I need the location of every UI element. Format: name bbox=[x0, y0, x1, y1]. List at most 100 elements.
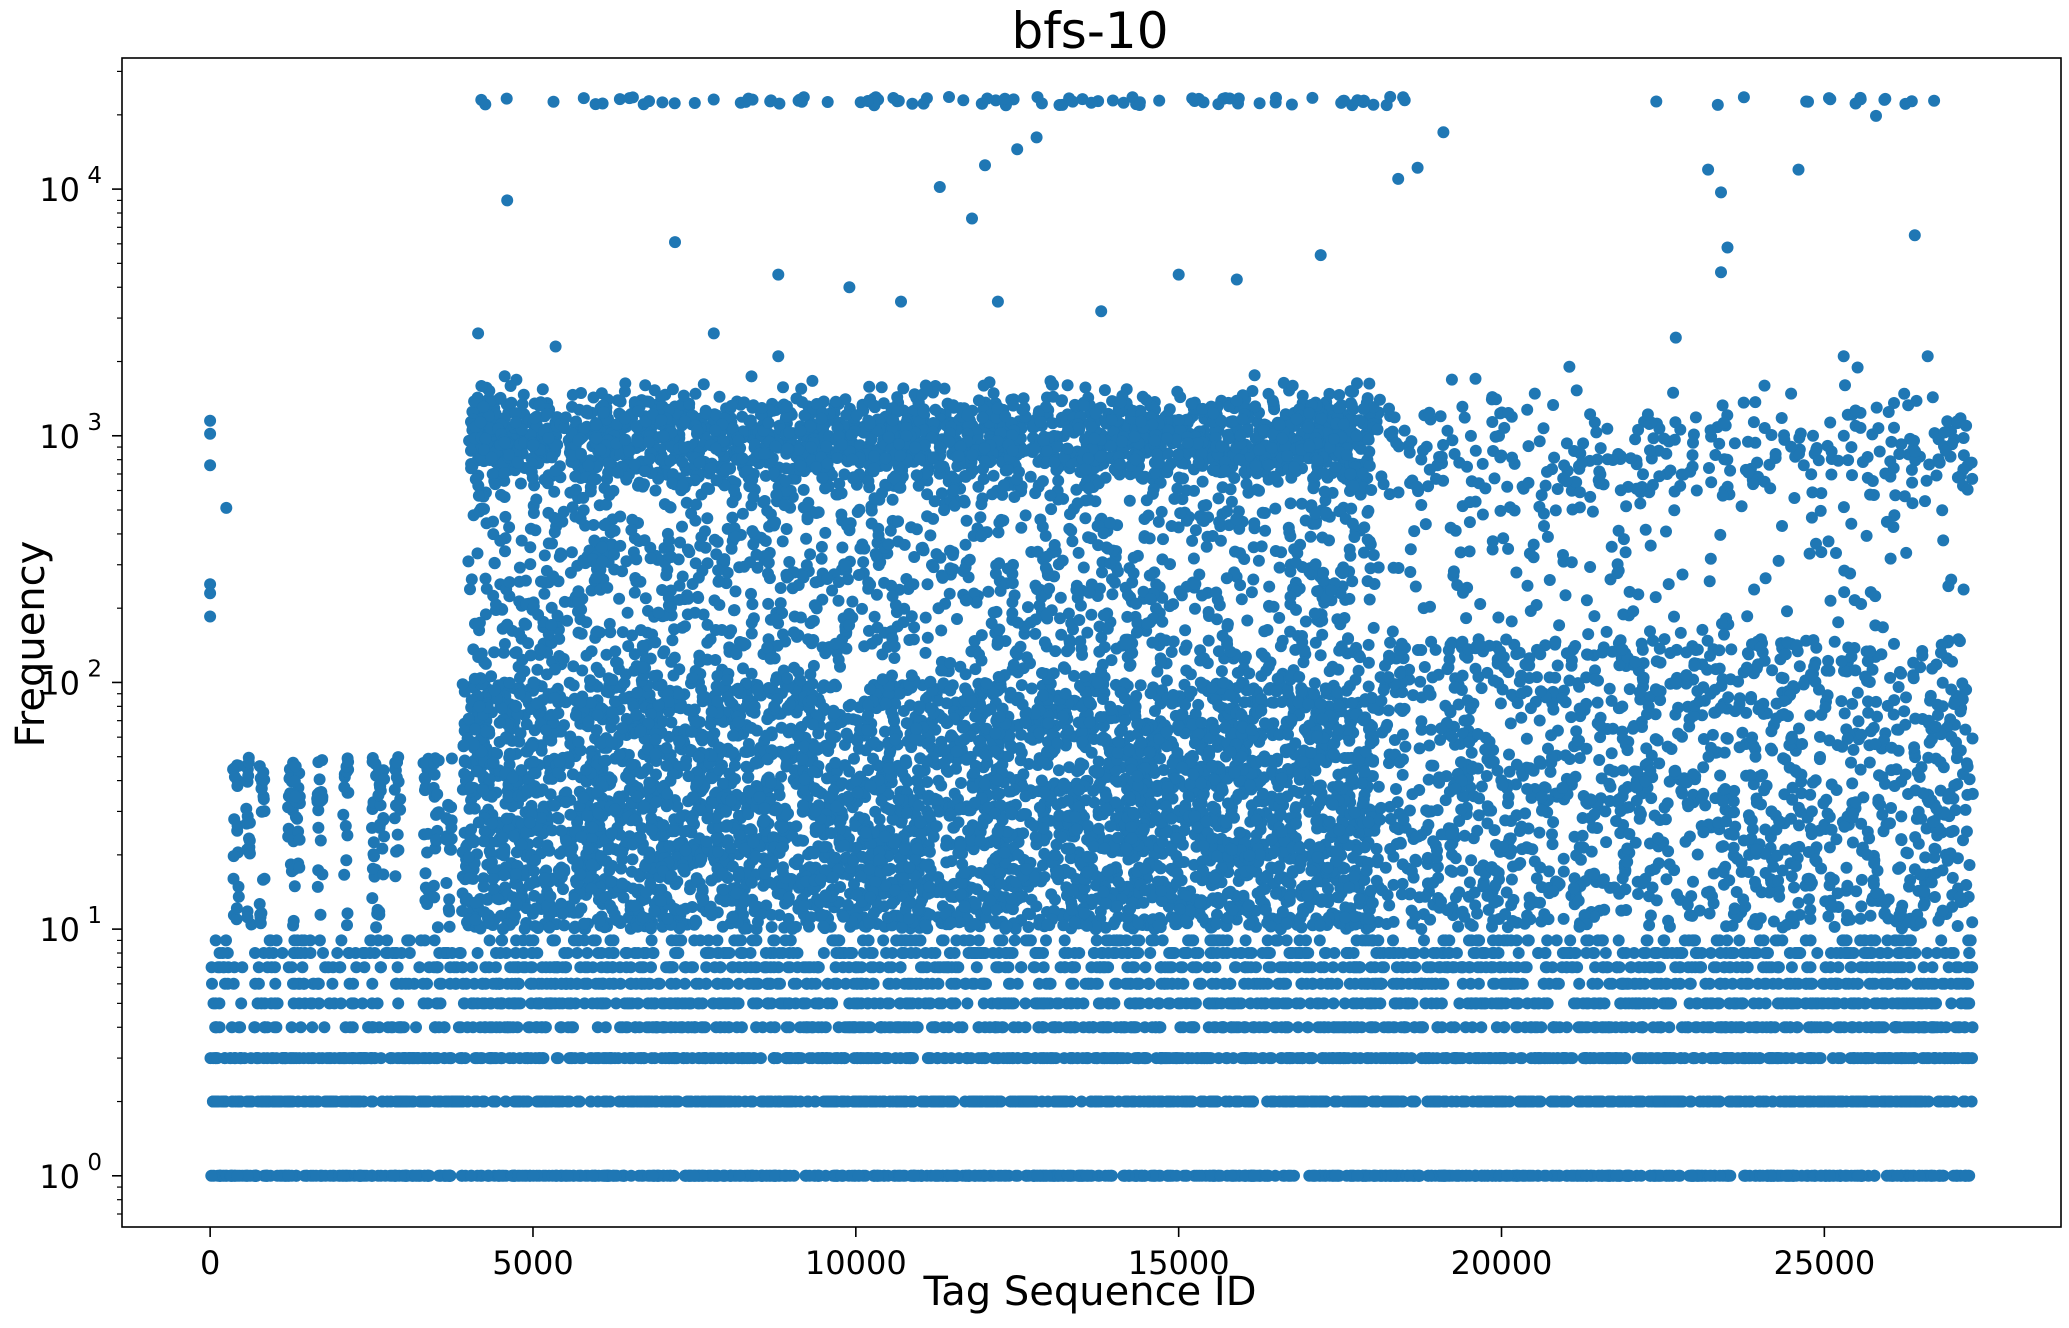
scatter-point bbox=[697, 1021, 710, 1034]
scatter-point bbox=[1531, 1095, 1544, 1108]
scatter-point bbox=[243, 816, 256, 829]
scatter-point bbox=[921, 977, 934, 990]
scatter-point bbox=[1838, 934, 1851, 947]
scatter-point bbox=[652, 977, 664, 990]
scatter-point bbox=[1052, 997, 1065, 1010]
scatter-point bbox=[579, 961, 592, 974]
scatter-point bbox=[1102, 947, 1115, 959]
scatter-point bbox=[1684, 1095, 1697, 1108]
scatter-point bbox=[1283, 1169, 1296, 1182]
scatter-point bbox=[950, 934, 963, 947]
scatter-point bbox=[337, 1169, 350, 1182]
scatter-point bbox=[1838, 1021, 1851, 1034]
scatter-point bbox=[375, 961, 387, 974]
scatter-point bbox=[694, 934, 707, 947]
scatter-point bbox=[294, 947, 307, 959]
scatter-point bbox=[1299, 961, 1312, 974]
scatter-point bbox=[409, 1169, 422, 1182]
scatter-point bbox=[289, 760, 302, 773]
scatter-point bbox=[1490, 997, 1503, 1010]
scatter-point bbox=[1747, 997, 1760, 1010]
scatter-point bbox=[747, 997, 760, 1010]
scatter-point bbox=[1374, 1052, 1387, 1065]
scatter-point bbox=[1170, 1052, 1183, 1065]
scatter-point bbox=[1138, 1169, 1151, 1182]
scatter-point bbox=[288, 880, 301, 893]
scatter-point bbox=[866, 977, 879, 990]
scatter-point bbox=[851, 1052, 863, 1065]
scatter-point bbox=[1596, 1169, 1609, 1182]
scatter-point bbox=[1130, 1021, 1143, 1034]
scatter-point bbox=[1489, 1052, 1501, 1065]
scatter-point bbox=[1148, 934, 1161, 947]
scatter-point bbox=[1512, 947, 1525, 959]
scatter-point bbox=[1407, 1095, 1420, 1108]
scatter-point bbox=[586, 1169, 599, 1182]
scatter-point bbox=[862, 1021, 875, 1034]
scatter-point bbox=[1648, 977, 1661, 990]
scatter-point bbox=[1907, 997, 1920, 1010]
scatter-point bbox=[1501, 1169, 1514, 1182]
scatter-point bbox=[1918, 1052, 1931, 1065]
scatter-point bbox=[1539, 961, 1552, 974]
scatter-point bbox=[985, 1095, 998, 1108]
scatter-point bbox=[1292, 1095, 1305, 1108]
scatter-point bbox=[1926, 977, 1938, 990]
scatter-point bbox=[1351, 1169, 1364, 1182]
scatter-point bbox=[673, 934, 686, 947]
scatter-point bbox=[1646, 961, 1659, 974]
scatter-point bbox=[1748, 947, 1761, 959]
scatter-point bbox=[296, 961, 309, 974]
scatter-point bbox=[230, 902, 243, 915]
scatter-point bbox=[1095, 997, 1108, 1010]
scatter-point bbox=[1945, 947, 1958, 959]
scatter-point bbox=[1487, 977, 1500, 990]
scatter-point bbox=[257, 1052, 270, 1065]
scatter-point bbox=[1763, 1052, 1776, 1065]
scatter-point bbox=[1263, 1052, 1276, 1065]
scatter-point bbox=[345, 1052, 358, 1065]
scatter-point bbox=[1406, 997, 1419, 1010]
scatter-point bbox=[665, 977, 678, 990]
scatter-point bbox=[1090, 934, 1103, 947]
scatter-point bbox=[1569, 947, 1582, 959]
scatter-point bbox=[1888, 1021, 1901, 1034]
scatter-point bbox=[532, 1052, 545, 1065]
scatter-point bbox=[1281, 1052, 1294, 1065]
scatter-point bbox=[1368, 1169, 1381, 1182]
scatter-point bbox=[1044, 977, 1057, 990]
scatter-point bbox=[209, 934, 222, 947]
scatter-point bbox=[1237, 1052, 1250, 1065]
scatter-point bbox=[1294, 997, 1307, 1010]
scatter-point bbox=[1328, 947, 1341, 959]
scatter-point bbox=[366, 1095, 379, 1108]
scatter-point bbox=[1103, 1021, 1115, 1034]
scatter-point bbox=[1600, 961, 1613, 974]
scatter-point bbox=[1765, 1021, 1778, 1034]
scatter-point bbox=[645, 934, 658, 947]
scatter-point bbox=[1913, 1169, 1926, 1182]
scatter-point bbox=[430, 833, 443, 846]
scatter-point bbox=[1242, 1095, 1255, 1108]
scatter-point bbox=[357, 1052, 370, 1065]
scatter-point bbox=[1723, 997, 1736, 1010]
scatter-point bbox=[1963, 947, 1976, 959]
scatter-point bbox=[679, 961, 692, 974]
scatter-point bbox=[592, 1052, 605, 1065]
scatter-point bbox=[434, 997, 447, 1010]
scatter-point bbox=[1633, 1052, 1646, 1065]
scatter-point bbox=[1248, 1169, 1261, 1182]
scatter-point bbox=[1706, 997, 1719, 1010]
scatter-point bbox=[1822, 997, 1835, 1010]
scatter-point bbox=[1270, 934, 1283, 947]
scatter-point bbox=[587, 934, 600, 947]
scatter-point bbox=[1314, 961, 1327, 974]
scatter-point bbox=[1036, 1095, 1048, 1108]
scatter-point bbox=[800, 997, 813, 1010]
scatter-point bbox=[1463, 961, 1475, 974]
scatter-point bbox=[1643, 1169, 1656, 1182]
scatter-point bbox=[1350, 997, 1363, 1010]
scatter-point bbox=[410, 1021, 422, 1034]
scatter-point bbox=[478, 1021, 491, 1034]
scatter-point bbox=[1624, 1095, 1637, 1108]
